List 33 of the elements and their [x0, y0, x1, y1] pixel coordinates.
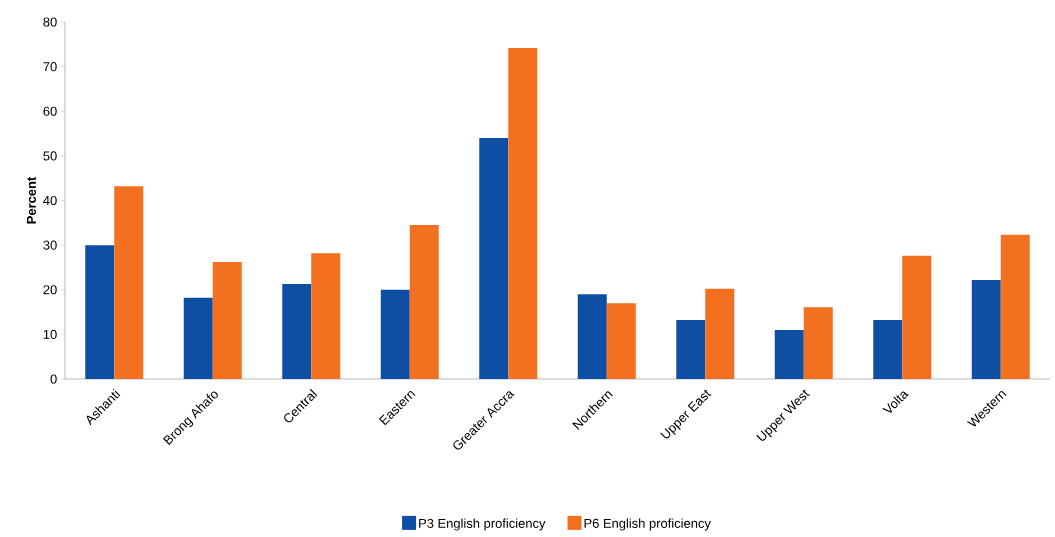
bar	[114, 186, 144, 379]
y-axis-title: Percent	[26, 176, 36, 224]
bar	[282, 283, 312, 379]
bar	[606, 303, 636, 379]
y-tick-label: 20	[43, 285, 57, 295]
bar	[380, 289, 410, 379]
bar	[479, 138, 509, 379]
bar	[803, 307, 833, 379]
y-tick-label: 60	[43, 106, 57, 116]
bar	[577, 294, 607, 379]
bar	[902, 255, 932, 379]
legend-label: P6 English proficiency	[584, 518, 711, 531]
y-tick-label: 70	[43, 62, 57, 72]
bar	[676, 320, 706, 379]
y-tick-label: 40	[43, 195, 57, 206]
bar	[409, 225, 439, 379]
bar	[873, 320, 903, 379]
legend-label: P3 English proficiency	[419, 518, 546, 531]
y-tick-label: 80	[43, 17, 57, 27]
x-tick-label: Volta	[882, 391, 909, 413]
bar	[774, 329, 804, 379]
bar	[1000, 234, 1030, 379]
bar	[705, 288, 735, 379]
bar	[508, 47, 538, 379]
y-tick-label: 30	[43, 240, 57, 250]
bar	[85, 245, 115, 379]
bar	[971, 279, 1001, 379]
bar	[183, 297, 213, 379]
bar	[212, 262, 242, 379]
y-tick-label: 50	[43, 151, 57, 161]
y-tick-label: 0	[50, 374, 57, 384]
y-tick-label: 10	[43, 329, 57, 339]
bar	[311, 253, 341, 379]
